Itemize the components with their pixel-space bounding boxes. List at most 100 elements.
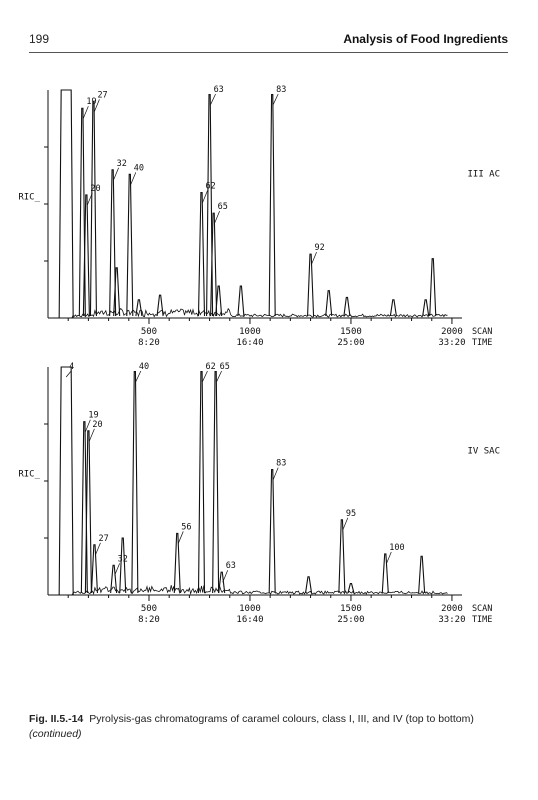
peak xyxy=(113,267,121,317)
peak xyxy=(58,89,74,319)
x-unit-time: TIME xyxy=(472,338,492,348)
peak xyxy=(268,469,276,594)
peak-label: 62 xyxy=(205,182,215,192)
peak xyxy=(343,296,351,317)
peak xyxy=(109,169,117,317)
peak xyxy=(268,94,276,317)
peak xyxy=(110,564,118,594)
peak-label: 20 xyxy=(92,420,102,430)
x-tick-label-scan: 1000 xyxy=(239,604,261,614)
peak xyxy=(429,258,437,317)
x-tick-label-time: 8:20 xyxy=(138,338,160,348)
peak xyxy=(126,173,134,317)
x-tick-label-time: 16:40 xyxy=(236,338,263,348)
x-tick-label-scan: 1500 xyxy=(340,327,362,337)
peak xyxy=(82,194,90,317)
y-axis-label: RIC_ xyxy=(18,192,40,202)
peak-label: 65 xyxy=(220,362,230,372)
peak-label: 32 xyxy=(117,159,127,169)
peak-leader xyxy=(94,99,100,112)
panel-label: III AC xyxy=(467,170,500,180)
peak xyxy=(338,519,346,594)
peak-label: 32 xyxy=(118,554,128,564)
peak-leader xyxy=(342,517,349,530)
peak xyxy=(58,366,74,596)
peak-leader xyxy=(83,106,89,119)
peak xyxy=(422,299,430,317)
peak-leader xyxy=(311,252,317,265)
peak xyxy=(307,253,315,317)
x-unit-time: TIME xyxy=(472,615,492,625)
x-tick-label-time: 25:00 xyxy=(337,615,364,625)
peak xyxy=(237,285,245,317)
peak xyxy=(389,299,397,317)
peak-leader xyxy=(89,428,95,441)
peak xyxy=(156,294,164,317)
peak-label: 65 xyxy=(218,202,228,212)
peak-leader xyxy=(216,370,222,382)
peak xyxy=(304,576,313,594)
peak-label: 95 xyxy=(346,509,356,519)
peak xyxy=(131,371,139,594)
x-unit-scan: SCAN xyxy=(472,604,492,614)
peak xyxy=(89,100,97,317)
peak xyxy=(325,290,333,317)
peak-label: 83 xyxy=(276,459,286,469)
peak-leader xyxy=(95,542,101,555)
page-header: 199 Analysis of Food Ingredients xyxy=(29,30,508,53)
peak-label: 4 xyxy=(69,362,74,372)
caption-text: Pyrolysis-gas chromatograms of caramel c… xyxy=(89,713,474,725)
peak xyxy=(218,571,226,594)
caption-continued: (continued) xyxy=(29,728,82,740)
peak-label: 63 xyxy=(214,85,224,95)
peak-leader xyxy=(202,370,208,382)
peak-label: 63 xyxy=(226,561,236,571)
peak xyxy=(418,555,426,594)
peak xyxy=(206,94,214,317)
peak-label: 19 xyxy=(88,411,98,421)
running-title: Analysis of Food Ingredients xyxy=(343,32,508,46)
x-tick-label-scan: 2000 xyxy=(441,604,463,614)
peak-label: 62 xyxy=(205,362,215,372)
peak-leader xyxy=(385,551,392,565)
panel-label: IV SAC xyxy=(467,447,500,457)
peak-label: 56 xyxy=(181,522,191,532)
peak-leader xyxy=(65,370,72,378)
peak-leader xyxy=(272,93,279,105)
baseline-trace xyxy=(56,307,448,319)
peak xyxy=(197,371,206,594)
peak-leader xyxy=(113,167,119,180)
x-tick-label-time: 25:00 xyxy=(337,338,364,348)
peak xyxy=(197,192,206,317)
x-tick-label-scan: 500 xyxy=(141,604,157,614)
x-tick-label-time: 33:20 xyxy=(438,338,465,348)
peak-label: 92 xyxy=(315,243,325,253)
peak-leader xyxy=(222,570,229,583)
peak-leader xyxy=(210,93,216,105)
peak xyxy=(90,544,99,594)
peak xyxy=(381,553,389,594)
peak-leader xyxy=(130,172,137,185)
x-unit-scan: SCAN xyxy=(472,327,492,337)
peak-leader xyxy=(85,419,91,432)
peak-leader xyxy=(177,531,184,544)
peak-label: 40 xyxy=(134,163,144,173)
figure-number: Fig. II.5.-14 xyxy=(29,713,84,725)
x-tick-label-time: 33:20 xyxy=(438,615,465,625)
peak-leader xyxy=(114,563,120,576)
figure-caption: Fig. II.5.-14 Pyrolysis-gas chromatograms… xyxy=(29,712,509,742)
peak xyxy=(173,532,181,594)
peak-label: 83 xyxy=(276,85,286,95)
peak-label: 19 xyxy=(86,97,96,107)
y-axis-label: RIC_ xyxy=(18,469,40,479)
peak-leader xyxy=(272,467,279,480)
peak-label: 40 xyxy=(139,362,149,372)
x-tick-label-scan: 2000 xyxy=(441,327,463,337)
peak xyxy=(215,285,223,317)
peak xyxy=(347,583,355,594)
peak-label: 27 xyxy=(98,534,108,544)
x-tick-label-time: 8:20 xyxy=(138,615,160,625)
peak-leader xyxy=(214,210,220,224)
peak-leader xyxy=(202,190,208,203)
